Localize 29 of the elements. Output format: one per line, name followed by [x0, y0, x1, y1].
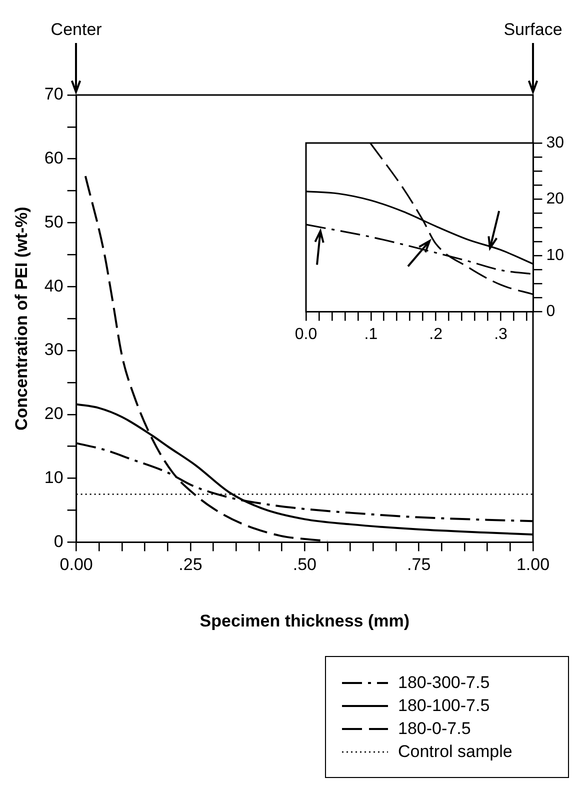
y-tick-label: 20	[546, 190, 564, 208]
y-tick-label: 30	[44, 340, 64, 360]
y-tick-label: 40	[44, 276, 64, 296]
x-tick-label: 1.00	[516, 555, 550, 574]
y-tick-label: 70	[44, 84, 64, 104]
legend-label: 180-300-7.5	[398, 672, 490, 692]
y-tick-label: 0	[54, 532, 64, 551]
x-axis-title: Specimen thickness (mm)	[200, 611, 410, 630]
x-tick-label: .75	[407, 555, 431, 574]
y-axis-title: Concentration of PEI (wt-%)	[12, 206, 31, 431]
legend-label: Control sample	[398, 742, 512, 762]
x-tick-label: .25	[178, 555, 202, 574]
text: Surface	[504, 20, 562, 40]
x-tick-label: .1	[364, 326, 378, 343]
x-tick-label: 0.0	[294, 326, 318, 343]
y-tick-label: 50	[44, 212, 64, 232]
y-tick-label: 10	[546, 246, 564, 264]
legend-label: 180-0-7.5	[398, 718, 471, 738]
y-tick-label: 60	[44, 148, 64, 168]
y-tick-label: 20	[44, 404, 64, 424]
x-tick-label: 0.00	[60, 555, 93, 574]
y-tick-label: 30	[546, 134, 564, 152]
y-tick-label: 0	[546, 303, 556, 320]
x-tick-label: .50	[292, 555, 316, 574]
y-tick-label: 10	[44, 468, 64, 487]
text: Center	[50, 20, 102, 40]
x-tick-label: .2	[429, 326, 443, 343]
x-tick-label: .3	[494, 326, 508, 343]
legend-label: 180-100-7.5	[398, 696, 490, 716]
